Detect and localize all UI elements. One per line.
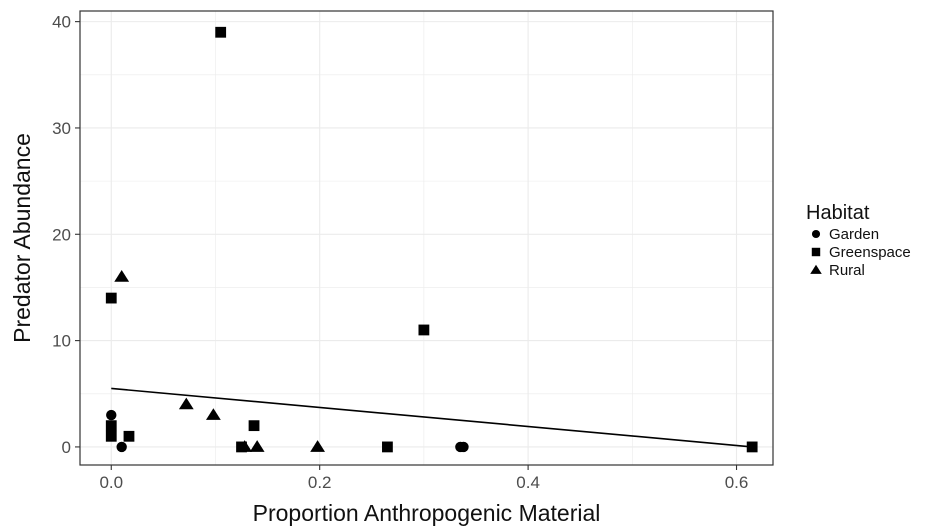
- x-tick-label: 0.0: [99, 473, 123, 492]
- greenspace-point: [746, 441, 758, 453]
- axes: 0.0 0.2 0.4 0.6 0 10 20 30 40: [52, 13, 748, 492]
- rural-point: [249, 440, 265, 452]
- rural-legend-key: [810, 264, 822, 274]
- greenspace-point: [105, 420, 117, 432]
- x-tick-label: 0.2: [308, 473, 332, 492]
- rural-point: [114, 270, 130, 282]
- legend-label: Garden: [829, 226, 879, 243]
- greenspace-point: [248, 420, 260, 432]
- greenspace-legend-key: [811, 247, 821, 257]
- rural-point: [237, 440, 253, 452]
- y-axis-title: Predator Abundance: [9, 133, 35, 343]
- rural-point: [205, 408, 221, 420]
- x-tick-label: 0.6: [725, 473, 749, 492]
- y-tick-label: 20: [52, 225, 71, 244]
- rural-point: [178, 397, 194, 410]
- trend-line-group: [111, 387, 753, 448]
- y-tick-label: 10: [52, 332, 71, 351]
- grid-lines: [80, 11, 773, 465]
- greenspace-point: [418, 324, 430, 336]
- legend-label: Greenspace: [829, 244, 911, 261]
- trend-line: [111, 387, 753, 448]
- garden-point: [106, 409, 117, 421]
- x-tick-label: 0.4: [516, 473, 540, 492]
- garden-point: [458, 441, 469, 453]
- rural-point: [310, 440, 325, 452]
- greenspace-point: [215, 26, 227, 38]
- garden-point: [116, 441, 127, 453]
- greenspace-point: [105, 430, 117, 442]
- greenspace-point: [382, 441, 393, 453]
- legend-title: Habitat: [806, 202, 870, 224]
- data-points: [105, 26, 758, 453]
- y-tick-label: 30: [52, 119, 71, 138]
- garden-legend-key: [811, 229, 821, 239]
- plot-panel-border: [79, 10, 774, 466]
- y-tick-label: 40: [52, 13, 71, 32]
- greenspace-point: [105, 292, 117, 304]
- y-tick-label: 0: [62, 438, 71, 457]
- greenspace-point: [123, 430, 135, 442]
- x-axis-title: Proportion Anthropogenic Material: [253, 500, 601, 526]
- legend-label: Rural: [829, 262, 865, 279]
